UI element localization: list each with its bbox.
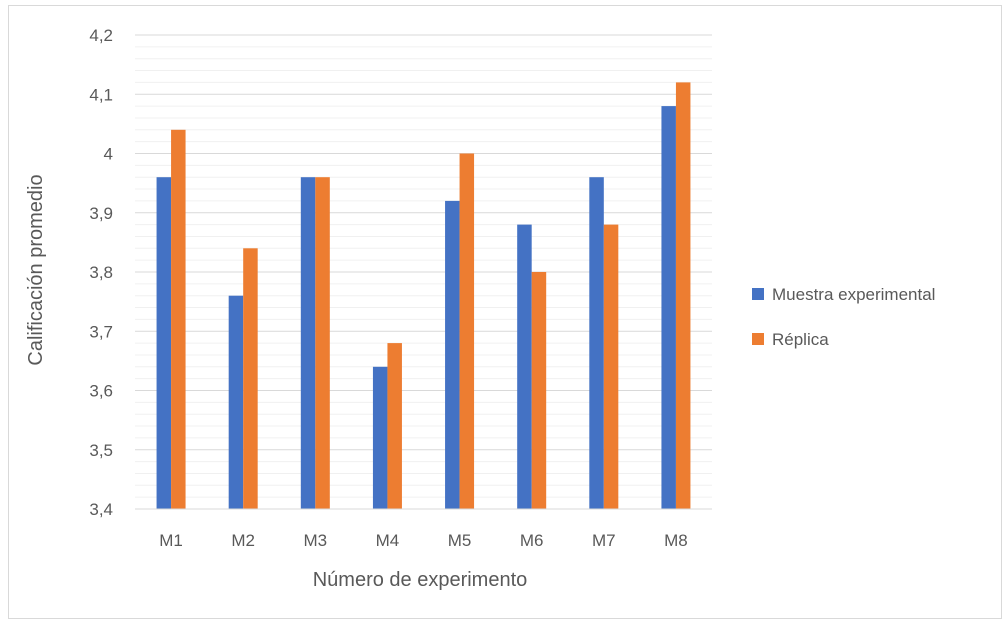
legend: Muestra experimental Réplica [752,285,935,349]
bar-replica-m5 [459,153,475,509]
bar-replica-m2 [243,248,258,510]
x-tick-label: M3 [304,531,328,550]
x-axis-ticks: M1 M2 M3 M4 M5 M6 M7 M8 [159,531,688,550]
legend-label-replica: Réplica [772,330,829,349]
bar-replica-m1 [171,129,186,510]
bar-muestra-m1 [156,177,172,509]
bar-replica-m4 [387,343,402,509]
y-tick-label: 3,4 [89,500,113,519]
bar-muestra-m3 [300,177,316,509]
bar-muestra-m2 [228,295,244,509]
bar-replica-m7 [603,224,619,509]
x-tick-label: M1 [159,531,183,550]
bar-muestra-m6 [517,224,532,509]
y-tick-label: 4,1 [89,85,113,104]
y-tick-label: 4,2 [89,26,113,45]
bar-muestra-m8 [661,106,676,509]
bar-muestra-m4 [372,366,388,509]
x-tick-label: M8 [664,531,688,550]
bar-replica-m3 [315,177,330,509]
bars [156,82,691,510]
x-tick-label: M6 [520,531,544,550]
bar-replica-m6 [531,272,547,509]
bar-muestra-m5 [445,200,460,509]
x-tick-label: M5 [448,531,472,550]
x-tick-label: M2 [231,531,255,550]
y-tick-label: 3,9 [89,204,113,223]
y-tick-label: 3,7 [89,322,113,341]
bar-replica-m8 [675,82,691,510]
y-tick-label: 3,6 [89,382,113,401]
legend-label-muestra: Muestra experimental [772,285,935,304]
x-axis-title: Número de experimento [313,569,528,591]
y-tick-label: 3,8 [89,263,113,282]
grid-lines [135,34,712,498]
y-axis-ticks: 3,4 3,5 3,6 3,7 3,8 3,9 4 4,1 4,2 [89,26,113,519]
y-tick-label: 4 [104,145,113,164]
legend-swatch-replica [752,333,764,345]
x-tick-label: M7 [592,531,616,550]
y-axis-title: Calificación promedio [25,174,47,365]
x-tick-label: M4 [376,531,400,550]
y-tick-label: 3,5 [89,441,113,460]
bar-muestra-m7 [589,177,604,509]
legend-swatch-muestra [752,288,764,300]
